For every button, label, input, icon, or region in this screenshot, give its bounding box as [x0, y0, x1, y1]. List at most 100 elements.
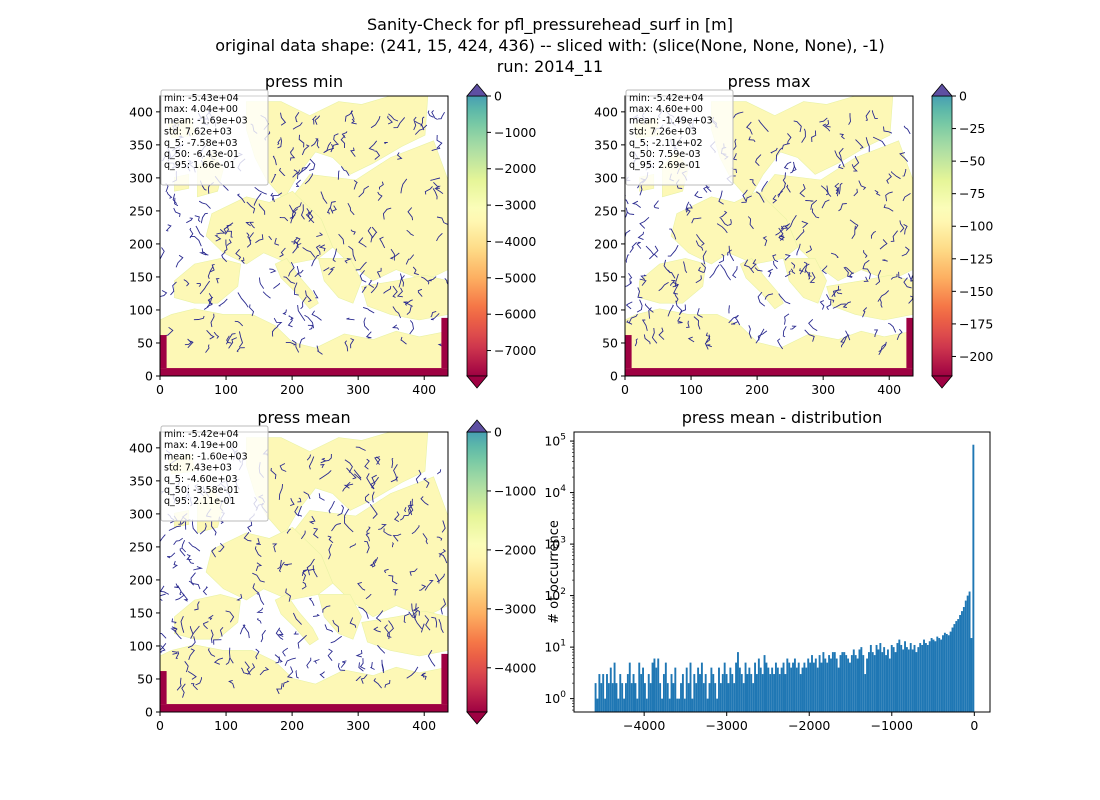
histogram-bar	[708, 683, 711, 712]
river	[196, 282, 201, 287]
y-tick-label: 150	[129, 605, 153, 620]
river	[188, 648, 196, 661]
river	[403, 613, 410, 623]
histogram-bar	[894, 652, 897, 712]
river	[190, 235, 202, 247]
river	[434, 573, 440, 584]
river	[320, 191, 328, 204]
river	[819, 300, 825, 310]
river	[316, 345, 323, 355]
river	[172, 193, 177, 204]
river	[686, 207, 691, 216]
river	[838, 164, 844, 170]
river	[762, 236, 768, 247]
river	[273, 317, 283, 327]
river	[420, 116, 425, 127]
stats-line: mean: -1.69e+03	[164, 115, 248, 126]
river	[298, 134, 305, 148]
river	[732, 153, 737, 161]
river	[399, 514, 409, 521]
colorbar-tick-label: −1000	[494, 125, 536, 140]
river	[747, 216, 754, 230]
river	[804, 329, 815, 342]
river	[328, 544, 333, 560]
river	[834, 150, 845, 168]
river	[218, 298, 228, 307]
histogram-bar	[689, 662, 692, 712]
river	[414, 613, 423, 630]
river	[431, 146, 441, 152]
river	[391, 542, 394, 548]
stats-line: min: -5.43e+04	[164, 93, 239, 104]
river	[191, 683, 198, 691]
suptitle-line-1: Sanity-Check for pfl_pressurehead_surf i…	[367, 15, 733, 35]
river	[392, 285, 398, 298]
river	[165, 224, 172, 232]
river	[400, 178, 408, 194]
river	[431, 616, 438, 628]
stats-line: std: 7.26e+03	[629, 127, 697, 138]
river	[190, 572, 196, 586]
river	[194, 215, 201, 223]
river	[228, 679, 235, 689]
histogram-bar	[676, 698, 679, 712]
river	[899, 152, 909, 162]
river	[742, 189, 748, 202]
colorbar-extend-max	[931, 83, 953, 97]
histogram-bar	[883, 647, 886, 712]
histogram-bar	[662, 674, 665, 712]
river	[187, 340, 194, 349]
histogram-bar	[797, 662, 800, 712]
map-low-band-right	[441, 317, 448, 369]
river	[801, 220, 809, 229]
river	[853, 155, 860, 168]
histogram-bar	[811, 655, 813, 712]
panel-press-max: press max 0 100 200 300 400 0 50 100 150 200 250 300…	[594, 72, 993, 397]
histogram-bar	[886, 649, 889, 712]
river	[320, 463, 325, 469]
river	[286, 528, 291, 534]
river	[379, 236, 386, 249]
map-low-band-bottom	[160, 368, 448, 376]
histogram-bar	[602, 674, 605, 712]
histogram-bar	[776, 667, 779, 712]
river	[419, 584, 427, 591]
river	[636, 299, 643, 313]
river	[180, 616, 185, 633]
river	[811, 130, 817, 143]
river	[256, 537, 261, 545]
river	[187, 671, 197, 680]
histogram-bar	[763, 655, 766, 712]
river	[194, 601, 200, 611]
river	[784, 270, 792, 278]
river	[374, 150, 381, 160]
river	[836, 291, 843, 295]
river	[772, 194, 778, 204]
histogram-bar	[742, 683, 745, 712]
river	[424, 579, 434, 591]
river	[247, 663, 256, 675]
colorbar-extend-min	[931, 375, 953, 389]
x-tick-label: 300	[811, 382, 835, 397]
histogram-bar	[727, 683, 730, 712]
river	[170, 281, 177, 296]
river	[414, 120, 425, 131]
river	[728, 315, 738, 324]
histogram-bar	[704, 674, 707, 712]
histogram-bar	[691, 698, 694, 712]
river	[902, 193, 911, 202]
river	[865, 137, 870, 152]
river	[822, 123, 831, 132]
x-tick-label: 0	[156, 718, 164, 733]
histogram-bar	[852, 649, 855, 712]
river	[741, 195, 752, 203]
histogram-bar	[814, 658, 817, 712]
stats-line: q_95: 1.66e-01	[164, 160, 236, 171]
river	[211, 520, 217, 536]
river	[439, 548, 447, 558]
y-tick-label: 300	[129, 506, 153, 521]
x-tick-label: 400	[877, 382, 901, 397]
river	[243, 531, 252, 542]
histogram-bar	[651, 662, 654, 712]
histogram-bar	[634, 683, 637, 712]
